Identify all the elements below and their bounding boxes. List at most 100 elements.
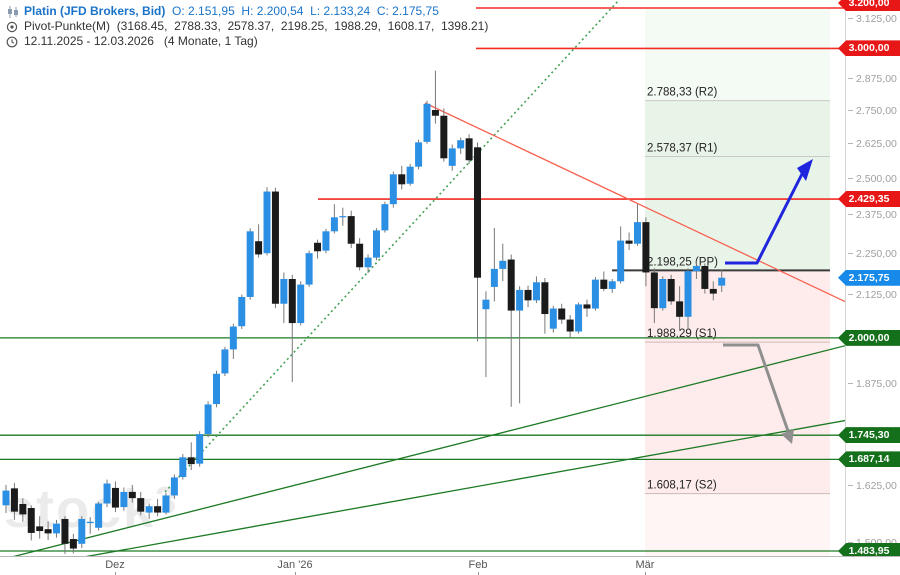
candle-body xyxy=(364,257,372,268)
candle-body xyxy=(507,259,515,311)
candle-body xyxy=(642,222,650,273)
candle-body xyxy=(86,521,94,524)
candle-body xyxy=(549,308,557,329)
candle-body xyxy=(27,508,35,533)
price-tick-label: 2.750,00 xyxy=(848,105,897,117)
candle-body xyxy=(111,487,119,508)
candle-body xyxy=(187,457,195,465)
candle-body xyxy=(204,404,212,435)
candle-body xyxy=(69,539,77,549)
candle-body xyxy=(255,241,263,255)
candle-body xyxy=(10,488,18,512)
arrowhead-bearish-projection xyxy=(781,429,794,444)
price-badge: 1.483,95 xyxy=(838,542,900,559)
price-tick-label: 2.500,00 xyxy=(848,173,897,185)
legend-instrument-row[interactable]: Platin (JFD Brokers, Bid) O: 2.151,95 H:… xyxy=(6,4,476,19)
candle-body xyxy=(566,319,574,332)
price-axis[interactable]: 3.125,00 2.875,00 2.750,00 2.625,00 2.500,00… xyxy=(838,0,900,559)
arrowhead-bullish-projection xyxy=(797,159,813,181)
candle-body xyxy=(608,281,616,289)
candle-body xyxy=(398,174,406,185)
pivot-zone-red xyxy=(645,270,830,494)
candle-body xyxy=(128,491,136,499)
candle-body xyxy=(322,231,330,251)
price-badge: 3.200,00 xyxy=(838,0,900,11)
indicator-icon xyxy=(6,21,20,33)
candle-body xyxy=(415,142,423,167)
candle-body xyxy=(389,174,397,205)
legend-daterange-row[interactable]: 12.11.2025 - 12.03.2026 (4 Monate, 1 Tag… xyxy=(6,34,476,49)
candle-body xyxy=(499,260,507,269)
candle-body xyxy=(650,272,658,309)
price-tick-label: 1.625,00 xyxy=(848,480,897,492)
candle-body xyxy=(229,326,237,350)
arrow-bearish-projection[interactable] xyxy=(723,343,790,432)
candlestick-icon xyxy=(6,5,20,18)
candlestick-series xyxy=(2,70,726,554)
candle-body xyxy=(263,191,271,254)
candle-body xyxy=(490,268,498,287)
month-tick xyxy=(645,572,646,575)
candle-body xyxy=(246,231,254,297)
legend: Platin (JFD Brokers, Bid) O: 2.151,95 H:… xyxy=(0,0,488,53)
candle-body xyxy=(53,523,61,534)
price-tick-label: 1.875,00 xyxy=(848,378,897,390)
daterange-label: 12.11.2025 - 12.03.2026 (4 Monate, 1 Tag… xyxy=(24,34,258,48)
candle-body xyxy=(676,301,684,317)
candle-body xyxy=(684,271,692,317)
candle-body xyxy=(516,289,524,311)
candle-body xyxy=(583,304,591,309)
legend-indicator-row[interactable]: Pivot-Punkte(M) (3168.45, 2788.33, 2578.… xyxy=(6,19,488,34)
candle-body xyxy=(482,299,490,310)
candle-body xyxy=(625,240,633,244)
candle-body xyxy=(709,288,717,294)
price-tick-label: 2.625,00 xyxy=(848,138,897,150)
candle-body xyxy=(221,349,229,374)
trendline-steep-uptrend-dotted[interactable] xyxy=(164,0,620,493)
price-badge: 2.175,75 xyxy=(838,269,900,286)
candle-body xyxy=(36,526,44,532)
price-tick-label: 2.125,00 xyxy=(848,289,897,301)
candle-body xyxy=(78,518,86,544)
candle-body xyxy=(474,147,482,278)
candle-body xyxy=(356,243,364,268)
candle-body xyxy=(61,518,69,544)
price-badge: 2.429,35 xyxy=(838,191,900,208)
ohlc-values: O: 2.151,95 H: 2.200,54 L: 2.133,24 C: 2… xyxy=(165,4,439,18)
candle-body xyxy=(330,217,338,232)
candle-body xyxy=(162,495,170,513)
candle-body xyxy=(541,282,549,315)
trendline-rising-support-lower[interactable] xyxy=(0,419,845,556)
time-axis[interactable]: Dez Jan '26 Feb Mär xyxy=(0,556,900,575)
candle-body xyxy=(634,222,641,244)
candle-body xyxy=(339,216,347,218)
candle-body xyxy=(575,304,583,332)
candle-body xyxy=(667,278,675,302)
candle-body xyxy=(600,279,608,289)
candle-body xyxy=(95,503,103,528)
candle-body xyxy=(431,110,439,116)
candle-body xyxy=(137,498,145,512)
price-badge: 1.687,14 xyxy=(838,451,900,468)
candle-body xyxy=(524,289,532,301)
candle-body xyxy=(120,491,128,508)
pivot-zone-green xyxy=(645,9,830,101)
month-label: Jan '26 xyxy=(277,559,313,571)
candle-body xyxy=(280,278,288,304)
price-chart-canvas[interactable]: 2.788,33 (R2) 2.578,37 (R1) 2.198,25 (PP) 1… xyxy=(0,0,845,556)
candle-body xyxy=(314,242,322,252)
arrow-bullish-projection[interactable] xyxy=(725,171,805,265)
clock-icon xyxy=(6,36,20,48)
indicator-label: Pivot-Punkte(M) (3168.45, 2788.33, 2578.… xyxy=(24,19,489,33)
candle-body xyxy=(718,277,726,286)
candle-body xyxy=(372,230,380,258)
trendline-rising-support-upper[interactable] xyxy=(0,345,845,556)
candle-body xyxy=(238,296,246,327)
candle-body xyxy=(297,284,305,324)
candle-body xyxy=(196,434,204,464)
trendline-falling-resistance[interactable] xyxy=(424,102,845,303)
candle-body xyxy=(381,204,389,231)
candle-body xyxy=(617,240,625,282)
candle-body xyxy=(659,278,667,309)
